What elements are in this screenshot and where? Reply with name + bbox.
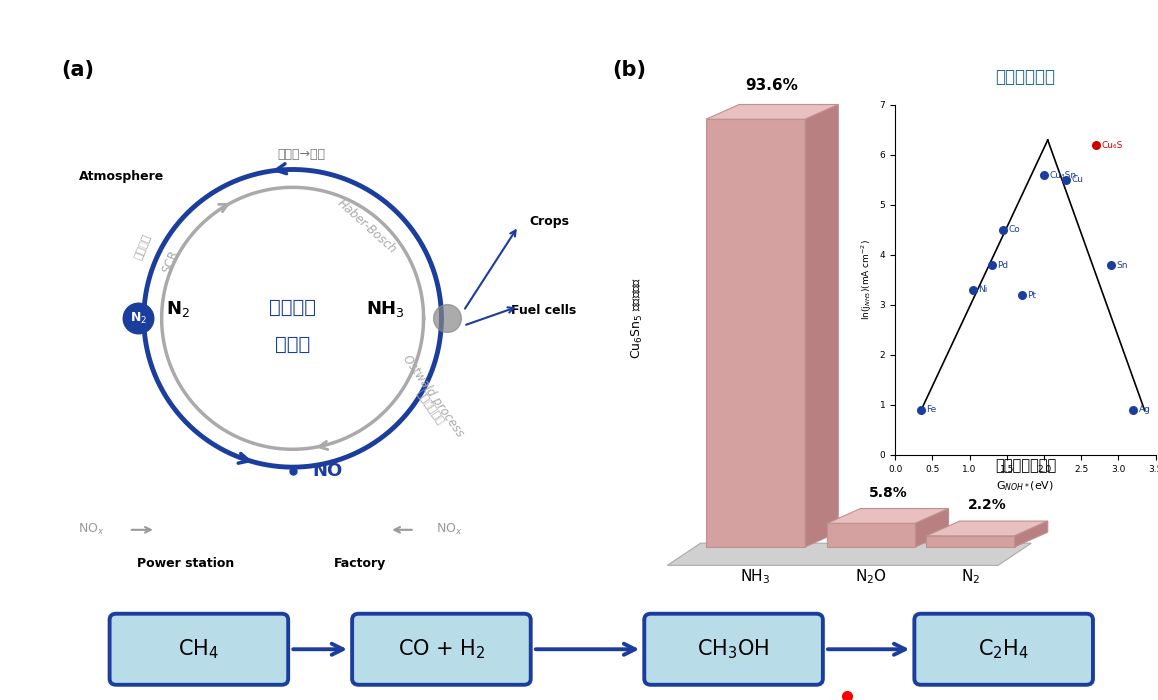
Text: Factory: Factory <box>334 556 386 570</box>
FancyBboxPatch shape <box>110 614 288 685</box>
Text: N$_2$O: N$_2$O <box>856 567 887 586</box>
Text: (a): (a) <box>61 60 94 80</box>
Text: 2.2%: 2.2% <box>968 498 1006 512</box>
Text: Cu$_6$Sn$_5$ 法拉第效率: Cu$_6$Sn$_5$ 法拉第效率 <box>630 277 645 359</box>
Text: C$_2$H$_4$: C$_2$H$_4$ <box>979 638 1029 661</box>
Text: 人工固氮: 人工固氮 <box>133 232 152 261</box>
Text: N$_2$: N$_2$ <box>130 311 147 326</box>
Text: SCR: SCR <box>160 248 181 275</box>
Point <box>1012 289 1031 300</box>
Text: NO$_x$: NO$_x$ <box>435 522 462 538</box>
Polygon shape <box>1014 521 1048 547</box>
Text: Cu₆S: Cu₆S <box>1101 141 1123 150</box>
Text: 各材料活性趋势: 各材料活性趋势 <box>995 458 1056 473</box>
Text: A full electrochemical reverse artificial nitrogen cycle: A full electrochemical reverse artificia… <box>307 14 851 32</box>
Text: Co: Co <box>1009 225 1020 234</box>
Text: Atmosphere: Atmosphere <box>79 170 164 183</box>
Polygon shape <box>706 104 838 119</box>
Text: Ostwald process: Ostwald process <box>400 352 466 439</box>
Text: N$_2$: N$_2$ <box>166 300 190 319</box>
Text: 化学能→电能: 化学能→电能 <box>278 148 325 160</box>
Point <box>963 284 982 295</box>
Text: Haber-Bosch: Haber-Bosch <box>335 196 398 256</box>
Text: 5.8%: 5.8% <box>868 486 907 500</box>
FancyBboxPatch shape <box>915 614 1093 685</box>
Text: NO: NO <box>313 462 343 480</box>
Text: CH$_3$OH: CH$_3$OH <box>697 638 770 661</box>
Text: Ag: Ag <box>1138 405 1150 414</box>
Text: CO + H$_2$: CO + H$_2$ <box>397 638 485 661</box>
Text: Pt: Pt <box>1027 290 1036 300</box>
Y-axis label: ln(j$_{NH3}$)(mA cm$^{-2}$): ln(j$_{NH3}$)(mA cm$^{-2}$) <box>859 239 874 321</box>
Point <box>1057 174 1076 186</box>
Text: Fe: Fe <box>926 405 937 414</box>
Point <box>1087 139 1106 150</box>
Text: Cu₃Sn: Cu₃Sn <box>1049 171 1076 179</box>
Text: (b): (b) <box>613 60 646 80</box>
Text: 偃化性能比较: 偃化性能比较 <box>996 68 1055 86</box>
Point <box>994 225 1012 236</box>
Text: 电就化合成氨: 电就化合成氨 <box>415 389 446 427</box>
Polygon shape <box>827 524 916 547</box>
Text: 93.6%: 93.6% <box>746 78 799 93</box>
Point <box>983 260 1002 271</box>
Text: NO$_x$: NO$_x$ <box>79 522 105 538</box>
Text: NH$_3$: NH$_3$ <box>740 567 771 586</box>
Polygon shape <box>827 508 948 524</box>
Text: N$_2$: N$_2$ <box>961 567 980 586</box>
FancyBboxPatch shape <box>352 614 530 685</box>
Text: Crops: Crops <box>529 215 569 228</box>
Polygon shape <box>667 543 1032 566</box>
Text: Power station: Power station <box>137 556 234 570</box>
Point <box>913 405 931 416</box>
FancyBboxPatch shape <box>644 614 823 685</box>
Text: 反向人工: 反向人工 <box>269 298 316 317</box>
Polygon shape <box>926 521 1048 536</box>
Polygon shape <box>706 119 805 547</box>
Text: Pd: Pd <box>997 260 1009 270</box>
Text: Fuel cells: Fuel cells <box>511 304 576 317</box>
Point <box>1101 260 1120 271</box>
Text: NH$_3$: NH$_3$ <box>366 300 405 319</box>
Text: Ni: Ni <box>979 286 988 295</box>
X-axis label: G$_{NOH*}$(eV): G$_{NOH*}$(eV) <box>996 480 1055 493</box>
Polygon shape <box>926 536 1014 547</box>
Point <box>1035 169 1054 181</box>
Text: 氮循环: 氮循环 <box>274 335 310 354</box>
Polygon shape <box>805 104 838 547</box>
Polygon shape <box>916 508 948 547</box>
Text: Sn: Sn <box>1116 260 1128 270</box>
Text: Cu: Cu <box>1071 176 1084 185</box>
Point <box>1124 405 1143 416</box>
Text: CH$_4$: CH$_4$ <box>178 638 219 661</box>
